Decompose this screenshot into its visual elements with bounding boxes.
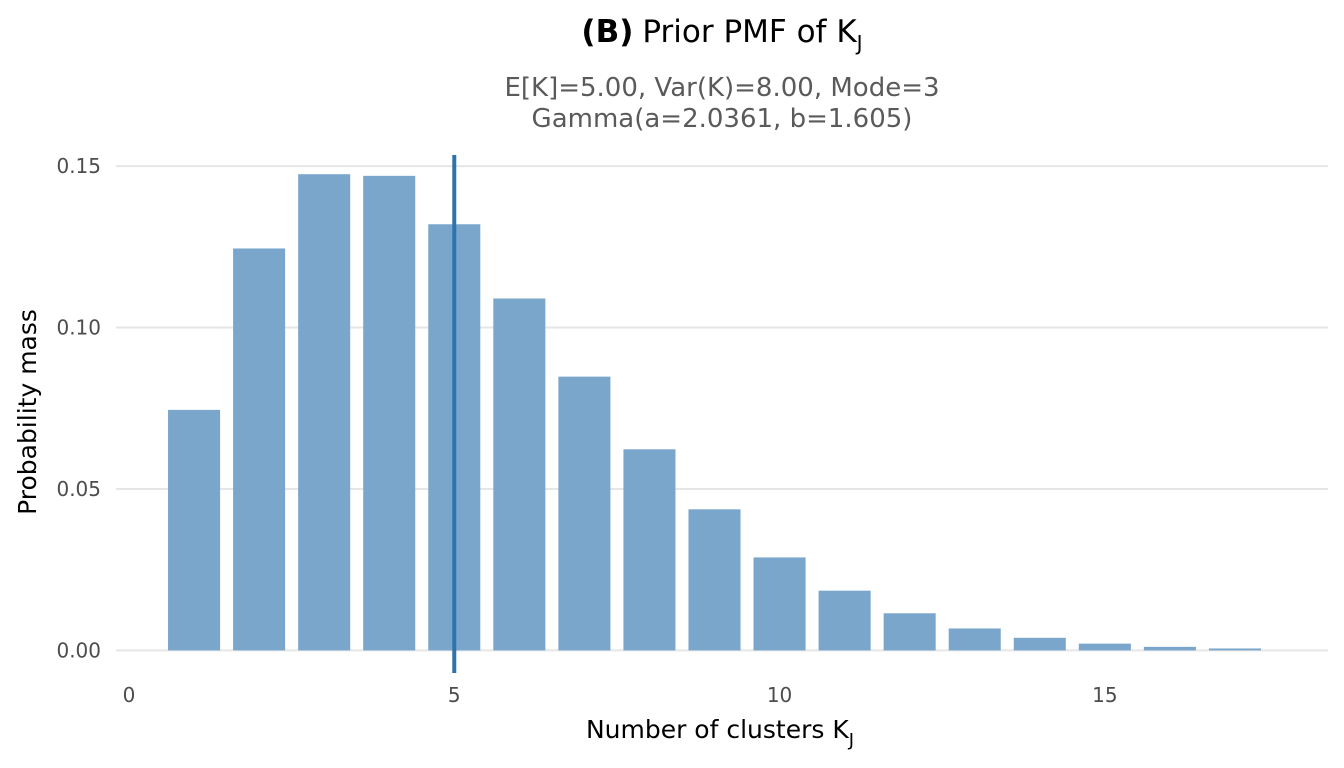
bar-k-17	[1208, 648, 1261, 651]
x-tick-label: 5	[448, 683, 461, 707]
x-axis-title: Number of clusters KJ	[586, 715, 854, 751]
y-axis-title: Probability mass	[13, 309, 42, 515]
y-tick-label: 0.05	[56, 477, 101, 501]
y-tick-labels: 0.00 0.05 0.10 0.15	[56, 154, 101, 662]
title-main: Prior PMF of K	[642, 14, 857, 50]
x-axis-title-main: Number of clusters K	[586, 715, 849, 744]
title-subscript: J	[855, 31, 863, 55]
bar-k-11	[818, 590, 871, 651]
title-panel-tag: (B)	[581, 14, 633, 50]
bar-k-9	[688, 509, 741, 651]
y-tick-label: 0.15	[56, 154, 101, 178]
bar-k-4	[363, 175, 416, 651]
x-tick-labels: 0 5 10 15	[123, 683, 1118, 707]
x-tick-label: 10	[767, 683, 792, 707]
chart-subtitle-line2: Gamma(a=2.0361, b=1.605)	[532, 104, 913, 134]
bar-k-14	[1013, 637, 1066, 651]
y-tick-label: 0.10	[56, 316, 101, 340]
bar-k-2	[233, 248, 286, 651]
bar-k-13	[948, 628, 1001, 651]
bar-k-3	[298, 174, 351, 651]
bar-k-16	[1143, 646, 1196, 651]
bar-k-1	[168, 409, 221, 651]
x-axis-title-subscript: J	[848, 730, 854, 751]
bar-k-7	[558, 376, 611, 651]
x-tick-label: 15	[1092, 683, 1117, 707]
bar-k-12	[883, 613, 936, 651]
chart-title: (B) Prior PMF of KJ	[581, 14, 862, 55]
bar-k-6	[493, 298, 546, 651]
chart-subtitle-line1: E[K]=5.00, Var(K)=8.00, Mode=3	[504, 73, 939, 103]
bar-k-10	[753, 557, 806, 651]
y-tick-label: 0.00	[56, 638, 101, 662]
bar-k-8	[623, 449, 676, 651]
bars	[168, 174, 1261, 651]
bar-k-15	[1078, 643, 1131, 651]
x-tick-label: 0	[123, 683, 136, 707]
